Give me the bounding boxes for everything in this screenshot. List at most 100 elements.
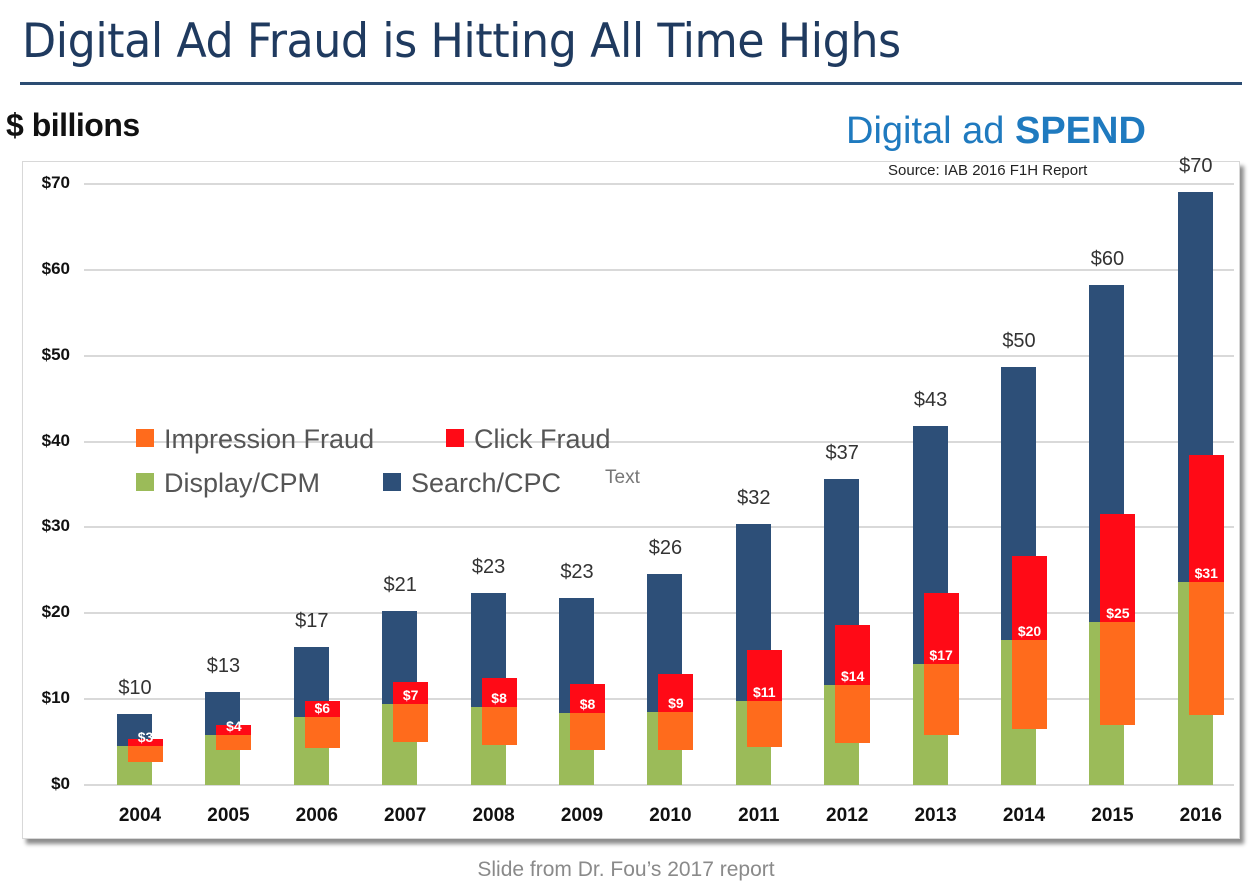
- legend-label: Click Fraud: [474, 424, 611, 454]
- bar-impression-fraud: [1188, 582, 1224, 715]
- title-divider: [20, 82, 1242, 85]
- bar-click-fraud: [746, 650, 782, 701]
- fraud-total-label: $20: [1017, 622, 1042, 639]
- spend-total-label: $26: [648, 536, 683, 559]
- legend-item-click-fraud: Click Fraud: [446, 424, 611, 455]
- gridline: [84, 526, 1234, 529]
- y-axis-tick-label: $0: [51, 774, 70, 793]
- bar-click-fraud: [481, 677, 517, 707]
- bar-click-fraud: [393, 681, 429, 705]
- x-axis-tick-label: 2011: [738, 805, 780, 826]
- x-axis-tick-label: 2008: [472, 805, 515, 826]
- fraud-total-label: $7: [402, 687, 419, 704]
- spend-total-label: $10: [118, 676, 152, 699]
- legend-label: Display/CPM: [164, 468, 321, 498]
- x-axis-tick-label: 2012: [826, 805, 869, 826]
- gridline: [84, 440, 1234, 443]
- bar-click-fraud: [1188, 455, 1224, 583]
- gridline: [84, 784, 1234, 786]
- bar-click-fraud: [216, 724, 252, 736]
- y-axis-tick-label: $10: [41, 688, 70, 708]
- bar-click-fraud: [304, 700, 340, 718]
- legend-label: Search/CPC: [411, 468, 562, 498]
- y-axis-tick-label: $20: [41, 602, 70, 622]
- spend-total-label: $13: [206, 655, 241, 678]
- bar-click-fraud: [1012, 555, 1047, 640]
- x-axis-tick-label: 2009: [560, 805, 604, 826]
- legend-item-search-cpc: Search/CPC: [383, 468, 561, 499]
- bar-click-fraud: [1100, 513, 1136, 622]
- fraud-total-label: $25: [1106, 604, 1130, 621]
- fraud-total-label: $9: [668, 695, 684, 712]
- spend-total-label: $60: [1090, 248, 1125, 271]
- legend-item-impression-fraud: Impression Fraud: [136, 424, 374, 455]
- bar-impression-fraud: [304, 717, 340, 749]
- x-axis-tick-label: 2006: [295, 805, 338, 826]
- fraud-total-label: $11: [753, 683, 776, 700]
- units-label: $ billions: [6, 107, 140, 143]
- fraud-total-label: $6: [314, 700, 331, 717]
- spend-total-label: $70: [1179, 154, 1213, 177]
- fraud-total-label: $14: [841, 668, 865, 685]
- bar-impression-fraud: [481, 706, 517, 745]
- bar-impression-fraud: [1012, 639, 1047, 730]
- y-axis-tick-label: $50: [41, 344, 70, 364]
- gridline: [84, 183, 1234, 185]
- slide-caption: Slide from Dr. Fou’s 2017 report: [477, 858, 775, 881]
- legend-item-display-cpm: Display/CPM: [136, 468, 320, 499]
- spend-total-label: $21: [383, 573, 417, 596]
- gridline: [84, 268, 1234, 271]
- x-axis-tick-label: 2014: [1002, 805, 1046, 826]
- impression-fraud-swatch-icon: [136, 429, 154, 447]
- bar-click-fraud: [835, 625, 871, 686]
- spend-total-label: $50: [1002, 329, 1036, 352]
- text-placeholder: Text: [605, 467, 640, 488]
- x-axis-tick-label: 2007: [384, 805, 427, 826]
- x-axis-tick-label: 2013: [914, 805, 957, 826]
- slide-title: Digital Ad Fraud is Hitting All Time Hig…: [22, 14, 901, 69]
- bar-click-fraud: [128, 738, 163, 747]
- y-axis-tick-label: $40: [41, 430, 70, 450]
- display-cpm-swatch-icon: [136, 473, 154, 491]
- fraud-total-label: $3: [137, 729, 154, 746]
- spend-total-label: $43: [913, 389, 948, 412]
- bar-impression-fraud: [570, 712, 605, 750]
- chart-title: Digital ad SPEND: [846, 110, 1146, 153]
- y-axis-tick-label: $70: [41, 173, 70, 192]
- fraud-total-label: $31: [1194, 565, 1218, 582]
- fraud-total-label: $8: [579, 695, 596, 712]
- bar-impression-fraud: [1100, 621, 1136, 725]
- fraud-total-label: $4: [226, 718, 242, 735]
- spend-total-label: $32: [737, 486, 771, 509]
- gridline: [84, 354, 1234, 357]
- bar-impression-fraud: [658, 712, 694, 750]
- chart-title-bold: SPEND: [1014, 110, 1146, 152]
- fraud-total-label: $17: [929, 646, 953, 663]
- bar-impression-fraud: [128, 746, 163, 762]
- bar-click-fraud: [923, 592, 959, 664]
- bar-impression-fraud: [923, 663, 959, 736]
- y-axis-tick-label: $30: [41, 516, 70, 536]
- click-fraud-swatch-icon: [446, 429, 464, 447]
- spend-total-label: $23: [560, 560, 594, 583]
- x-axis-tick-label: 2005: [207, 805, 250, 826]
- fraud-total-label: $8: [491, 689, 507, 706]
- y-axis-tick-label: $60: [41, 258, 70, 278]
- spend-total-label: $37: [825, 442, 859, 465]
- x-axis-tick-label: 2015: [1091, 805, 1134, 826]
- bar-impression-fraud: [393, 704, 429, 743]
- search-cpc-swatch-icon: [383, 473, 401, 491]
- x-axis-tick-label: 2016: [1179, 805, 1222, 826]
- bar-click-fraud: [658, 674, 694, 712]
- bar-impression-fraud: [216, 735, 252, 750]
- legend-label: Impression Fraud: [164, 424, 375, 454]
- bar-click-fraud: [570, 683, 605, 713]
- x-axis-tick-label: 2010: [649, 805, 692, 826]
- bar-impression-fraud: [746, 700, 782, 748]
- x-axis-tick-label: 2004: [118, 805, 162, 826]
- spend-total-label: $17: [295, 609, 329, 632]
- bar-impression-fraud: [835, 685, 871, 743]
- source-note: Source: IAB 2016 F1H Report: [888, 162, 1088, 179]
- spend-total-label: $23: [471, 555, 506, 578]
- chart-title-regular: Digital ad: [846, 110, 1015, 152]
